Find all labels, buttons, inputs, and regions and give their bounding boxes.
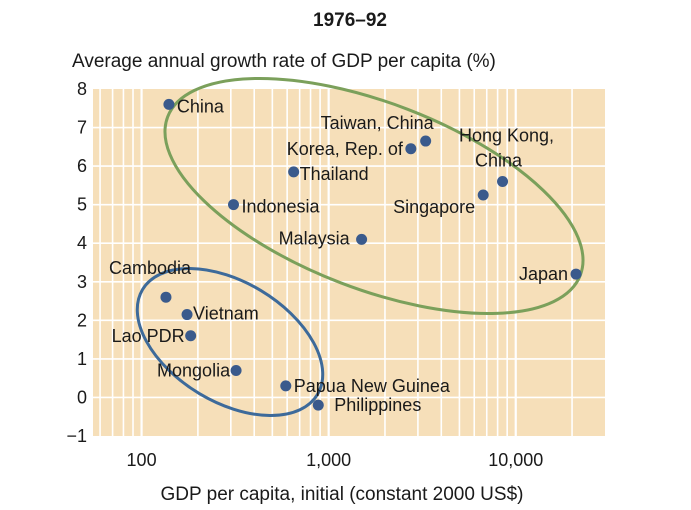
y-axis-label: Average annual growth rate of GDP per ca…	[72, 51, 496, 72]
data-point	[181, 309, 193, 321]
data-point	[160, 291, 172, 303]
point-label: Vietnam	[193, 304, 259, 324]
y-tick-label: 8	[77, 79, 87, 99]
y-tick-label: 6	[77, 156, 87, 176]
low-growth-cluster-ellipse	[135, 266, 325, 418]
point-label: Lao PDR	[112, 326, 185, 346]
point-label: China	[177, 96, 225, 116]
point-label: Singapore	[393, 197, 475, 217]
data-point	[312, 399, 324, 411]
data-point	[185, 330, 197, 342]
data-point	[405, 143, 417, 155]
x-tick-label: 10,000	[488, 450, 543, 470]
x-axis-ticks: 100 1,000 10,000	[127, 450, 544, 470]
grid	[93, 89, 605, 436]
y-tick-label: 2	[77, 310, 87, 330]
point-labels: China Taiwan, China Korea, Rep. of Hong Kon…	[109, 96, 568, 415]
point-label: Thailand	[300, 164, 369, 184]
y-tick-label: 5	[77, 195, 87, 215]
point-label: China	[475, 151, 523, 171]
point-label: Indonesia	[241, 197, 320, 217]
point-label: Cambodia	[109, 258, 192, 278]
y-tick-label: 4	[77, 233, 87, 253]
data-point	[497, 176, 509, 188]
point-label: Papua New Guinea	[294, 376, 451, 396]
y-tick-label: 7	[77, 118, 87, 138]
y-tick-label: 3	[77, 272, 87, 292]
data-point	[356, 233, 368, 245]
data-point	[477, 189, 489, 201]
point-label: Korea, Rep. of	[287, 139, 404, 159]
point-label: Japan	[519, 264, 568, 284]
data-point	[227, 199, 239, 211]
y-tick-label: 1	[77, 349, 87, 369]
point-label: Hong Kong,	[459, 126, 554, 146]
data-point	[280, 380, 292, 392]
chart-title: 1976–92	[313, 10, 387, 31]
x-axis-label: GDP per capita, initial (constant 2000 U…	[161, 484, 524, 505]
y-tick-label: 0	[77, 387, 87, 407]
data-points	[160, 98, 582, 411]
data-point	[570, 268, 582, 280]
y-axis-ticks: 8 7 6 5 4 3 2 1 0 −1	[66, 79, 87, 446]
point-label: Taiwan, China	[321, 113, 435, 133]
data-point	[420, 135, 432, 147]
y-tick-label: −1	[66, 426, 87, 446]
x-tick-label: 1,000	[306, 450, 351, 470]
data-point	[163, 98, 175, 110]
point-label: Malaysia	[279, 228, 351, 248]
data-point	[288, 166, 300, 178]
data-point	[230, 364, 242, 376]
x-tick-label: 100	[127, 450, 157, 470]
point-label: Mongolia	[157, 360, 231, 380]
point-label: Philippines	[334, 395, 421, 415]
